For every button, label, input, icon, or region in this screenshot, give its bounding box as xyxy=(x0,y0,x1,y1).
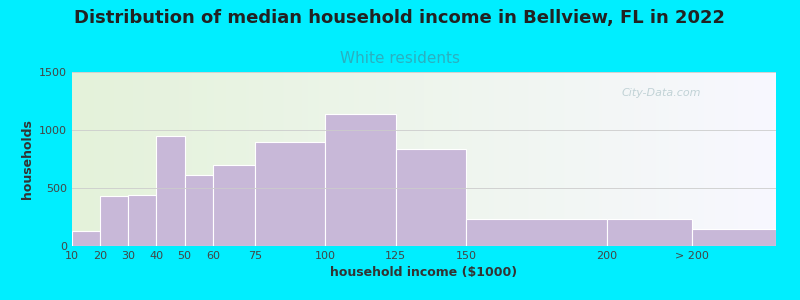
Bar xyxy=(607,219,691,246)
Bar xyxy=(691,229,776,246)
Bar xyxy=(100,196,128,246)
Text: Distribution of median household income in Bellview, FL in 2022: Distribution of median household income … xyxy=(74,9,726,27)
Bar xyxy=(157,136,185,246)
Text: City-Data.com: City-Data.com xyxy=(621,88,701,98)
Bar xyxy=(255,142,326,246)
Bar xyxy=(185,175,213,246)
Bar xyxy=(128,195,157,246)
Text: White residents: White residents xyxy=(340,51,460,66)
Bar xyxy=(466,219,607,246)
Bar xyxy=(326,114,396,246)
Y-axis label: households: households xyxy=(21,119,34,199)
Bar xyxy=(396,148,466,246)
Bar xyxy=(72,231,100,246)
Bar xyxy=(213,165,255,246)
X-axis label: household income ($1000): household income ($1000) xyxy=(330,266,518,279)
